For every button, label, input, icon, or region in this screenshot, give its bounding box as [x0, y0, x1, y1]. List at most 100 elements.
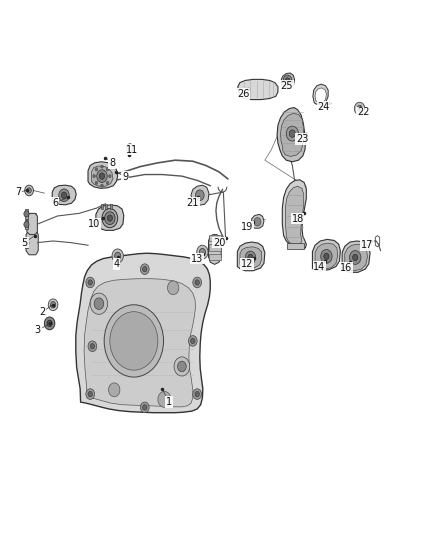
Circle shape — [112, 249, 124, 263]
Circle shape — [357, 106, 362, 112]
Polygon shape — [313, 84, 328, 104]
Circle shape — [94, 298, 104, 310]
Text: 21: 21 — [187, 198, 199, 208]
Polygon shape — [281, 114, 304, 157]
Circle shape — [90, 344, 95, 349]
Circle shape — [197, 245, 208, 259]
Circle shape — [245, 251, 256, 264]
Polygon shape — [92, 166, 113, 186]
Circle shape — [88, 341, 97, 352]
Text: 26: 26 — [237, 88, 249, 99]
Circle shape — [199, 248, 205, 256]
Text: 3: 3 — [35, 325, 41, 335]
Text: 18: 18 — [291, 214, 304, 224]
Circle shape — [24, 221, 29, 228]
Text: 8: 8 — [109, 158, 115, 168]
Text: 20: 20 — [213, 238, 225, 247]
Text: 22: 22 — [357, 107, 369, 117]
Circle shape — [195, 391, 199, 397]
Circle shape — [174, 357, 190, 376]
Circle shape — [143, 266, 147, 272]
Circle shape — [106, 181, 109, 184]
Polygon shape — [281, 73, 294, 88]
Circle shape — [193, 389, 201, 399]
Circle shape — [115, 252, 121, 260]
Circle shape — [97, 169, 107, 182]
Polygon shape — [240, 247, 262, 269]
Text: 9: 9 — [122, 172, 128, 182]
Circle shape — [324, 253, 329, 260]
Circle shape — [105, 212, 115, 224]
Polygon shape — [25, 238, 28, 248]
Polygon shape — [27, 213, 37, 235]
Circle shape — [44, 317, 55, 330]
Polygon shape — [283, 180, 306, 249]
Text: 12: 12 — [241, 259, 254, 269]
Text: 25: 25 — [280, 81, 293, 91]
Polygon shape — [191, 185, 209, 205]
Polygon shape — [25, 220, 28, 229]
Text: 14: 14 — [313, 262, 325, 271]
Text: 16: 16 — [339, 263, 352, 272]
Circle shape — [248, 254, 253, 261]
Circle shape — [25, 185, 33, 196]
Circle shape — [47, 320, 52, 327]
Polygon shape — [342, 241, 370, 272]
Polygon shape — [84, 279, 195, 407]
Polygon shape — [106, 204, 107, 209]
Circle shape — [191, 338, 195, 344]
Text: 1: 1 — [166, 397, 172, 407]
Circle shape — [109, 174, 111, 177]
Circle shape — [86, 277, 95, 288]
Circle shape — [88, 280, 92, 285]
Circle shape — [106, 168, 109, 171]
Polygon shape — [287, 243, 304, 249]
Circle shape — [254, 217, 261, 226]
Circle shape — [286, 78, 290, 83]
Circle shape — [143, 405, 147, 410]
Circle shape — [286, 126, 298, 141]
Polygon shape — [312, 239, 340, 271]
Circle shape — [188, 336, 197, 346]
Circle shape — [102, 208, 118, 228]
Circle shape — [353, 254, 358, 261]
Polygon shape — [237, 242, 265, 271]
Text: 23: 23 — [296, 134, 308, 144]
Text: 7: 7 — [15, 187, 21, 197]
Polygon shape — [29, 213, 35, 235]
Circle shape — [195, 190, 204, 200]
Text: 10: 10 — [88, 219, 101, 229]
Text: 13: 13 — [191, 254, 203, 263]
Text: 2: 2 — [39, 306, 45, 317]
Circle shape — [61, 192, 67, 198]
Circle shape — [321, 249, 332, 263]
Circle shape — [167, 281, 179, 295]
Text: 19: 19 — [241, 222, 254, 232]
Text: 11: 11 — [126, 144, 138, 155]
Circle shape — [59, 189, 69, 201]
Text: 6: 6 — [52, 198, 58, 208]
Circle shape — [289, 130, 295, 138]
Circle shape — [141, 402, 149, 413]
Polygon shape — [286, 186, 304, 245]
Circle shape — [107, 215, 113, 221]
Polygon shape — [315, 243, 338, 269]
Text: 24: 24 — [318, 102, 330, 112]
Polygon shape — [209, 235, 221, 241]
Circle shape — [177, 361, 186, 372]
Circle shape — [24, 211, 29, 217]
Circle shape — [50, 302, 56, 308]
Text: 17: 17 — [361, 240, 374, 250]
Polygon shape — [26, 230, 38, 255]
Polygon shape — [277, 108, 305, 162]
Polygon shape — [101, 204, 103, 209]
Circle shape — [101, 165, 103, 168]
Circle shape — [283, 75, 292, 86]
Circle shape — [141, 264, 149, 274]
Text: 4: 4 — [113, 259, 120, 269]
Circle shape — [90, 293, 108, 314]
Polygon shape — [25, 209, 28, 219]
Polygon shape — [252, 214, 264, 228]
Polygon shape — [52, 185, 76, 205]
Circle shape — [158, 391, 171, 407]
